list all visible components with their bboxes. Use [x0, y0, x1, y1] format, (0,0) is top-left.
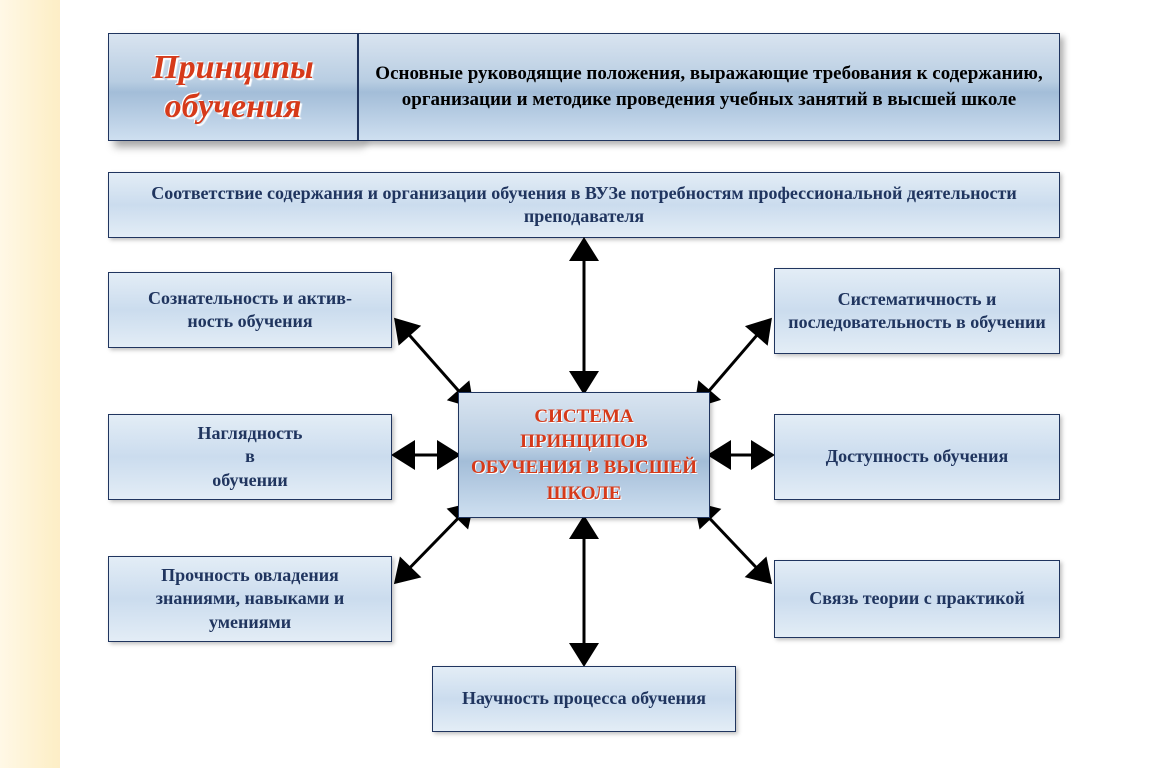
top-bar-text: Соответствие содержания и организации об…	[119, 182, 1049, 229]
node-bottom: Научность процесса обучения	[432, 666, 736, 732]
node-right-bot: Связь теории с практикой	[774, 560, 1060, 638]
node-bottom-text: Научность процесса обучения	[462, 687, 706, 710]
node-left-mid-text: Наглядность в обучении	[198, 422, 303, 492]
center-text: СИСТЕМА ПРИНЦИПОВ ОБУЧЕНИЯ В ВЫСШЕЙ ШКОЛ…	[469, 404, 699, 507]
center-box: СИСТЕМА ПРИНЦИПОВ ОБУЧЕНИЯ В ВЫСШЕЙ ШКОЛ…	[458, 392, 710, 518]
top-bar-box: Соответствие содержания и организации об…	[108, 172, 1060, 238]
header-title-box: Принципы обучения	[108, 33, 358, 141]
node-right-top: Систематичность и последовательность в о…	[774, 268, 1060, 354]
header-subtitle-box: Основные руководящие положения, выражающ…	[358, 33, 1060, 141]
node-right-top-text: Систематичность и последовательность в о…	[785, 288, 1049, 335]
node-left-top: Сознательность и актив- ность обучения	[108, 272, 392, 348]
node-left-bot-text: Прочность овладения знаниями, навыками и…	[119, 564, 381, 634]
header-subtitle: Основные руководящие положения, выражающ…	[369, 61, 1049, 112]
node-right-bot-text: Связь теории с практикой	[809, 587, 1025, 610]
node-right-mid: Доступность обучения	[774, 414, 1060, 500]
node-left-mid: Наглядность в обучении	[108, 414, 392, 500]
node-left-bot: Прочность овладения знаниями, навыками и…	[108, 556, 392, 642]
node-right-mid-text: Доступность обучения	[826, 445, 1009, 468]
header-title: Принципы обучения	[119, 48, 347, 126]
node-left-top-text: Сознательность и актив- ность обучения	[148, 287, 352, 334]
